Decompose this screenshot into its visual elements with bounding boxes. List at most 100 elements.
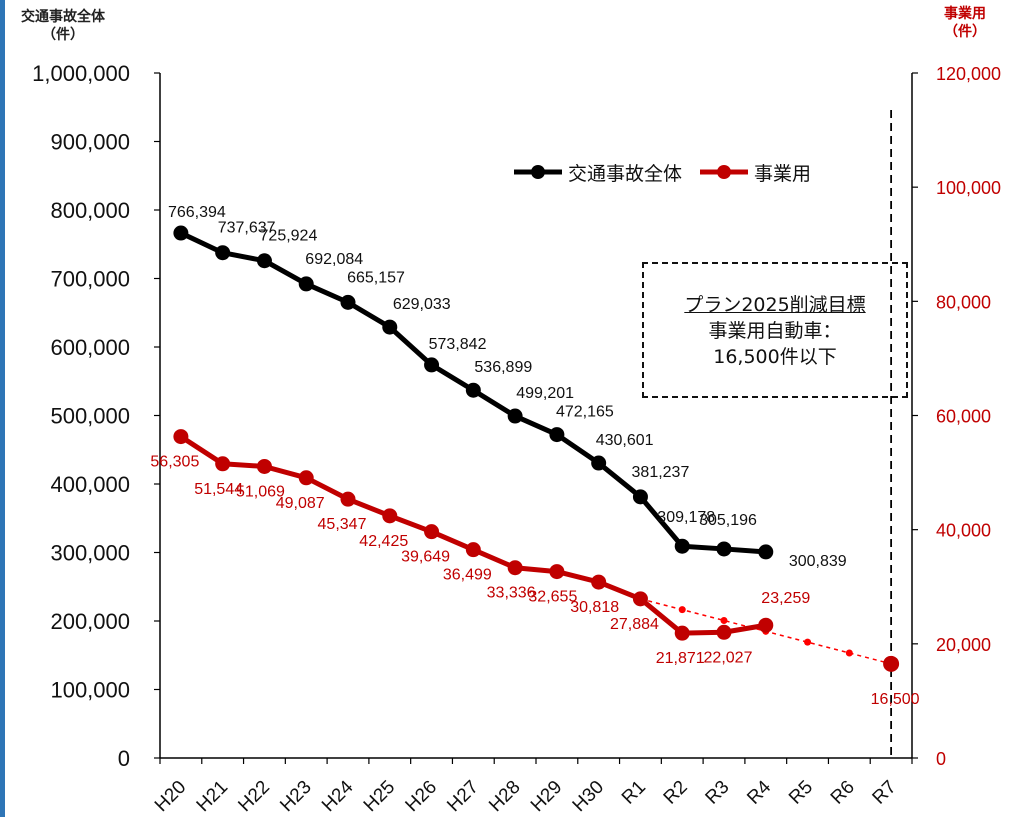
- data-label-commercial: 21,871: [656, 650, 705, 667]
- data-point-total: [716, 541, 732, 557]
- data-point-total: [674, 538, 690, 554]
- data-point-total: [173, 225, 189, 241]
- data-label-commercial: 33,336: [487, 585, 536, 602]
- right-tick-label: 40,000: [936, 521, 991, 541]
- data-point-commercial: [173, 429, 189, 445]
- data-point-commercial: [591, 574, 607, 590]
- left-tick-label: 0: [118, 746, 130, 771]
- data-label-total: 766,394: [168, 204, 226, 221]
- data-point-total: [591, 455, 607, 471]
- data-point-total: [465, 382, 481, 398]
- data-label-commercial: 22,027: [704, 649, 753, 666]
- left-tick-label: 600,000: [50, 335, 130, 360]
- data-point-commercial: [215, 456, 231, 472]
- data-point-commercial: [340, 491, 356, 507]
- data-label-commercial: 45,347: [318, 516, 367, 533]
- data-label-total: 381,237: [632, 464, 690, 481]
- target-subject: 事業用自動車：: [708, 320, 842, 342]
- x-tick-label: H21: [193, 777, 232, 816]
- data-label-commercial: 42,425: [359, 533, 408, 550]
- data-label-total: 629,033: [393, 296, 451, 313]
- x-tick-label: H22: [234, 777, 273, 816]
- data-point-total: [340, 294, 356, 310]
- target-value: 16,500件以下: [713, 346, 837, 368]
- x-tick-label: H20: [151, 777, 190, 816]
- data-point-commercial: [465, 542, 481, 558]
- data-label-total: 499,201: [516, 385, 574, 402]
- data-label-total: 692,084: [305, 251, 363, 268]
- left-tick-label: 900,000: [50, 130, 130, 155]
- data-label-commercial: 36,499: [443, 567, 492, 584]
- data-point-total: [256, 253, 272, 269]
- x-tick-label: R4: [743, 776, 775, 808]
- left-tick-label: 1,000,000: [32, 61, 130, 86]
- right-tick-label: 100,000: [936, 178, 1001, 198]
- data-point-total: [298, 276, 314, 292]
- data-point-total: [632, 489, 648, 505]
- data-label-total: 472,165: [556, 404, 614, 421]
- data-label-total: 309,178: [657, 509, 715, 526]
- data-label-total: 430,601: [596, 432, 654, 449]
- right-tick-label: 60,000: [936, 407, 991, 427]
- trend-point: [804, 638, 812, 646]
- target-title: プラン2025削減目標: [684, 294, 866, 316]
- legend-swatch-black: [514, 165, 562, 179]
- data-point-commercial: [507, 560, 523, 576]
- x-tick-label: H27: [443, 777, 482, 816]
- data-point-total: [424, 357, 440, 373]
- data-label-commercial: 32,655: [528, 589, 577, 606]
- trend-point: [720, 616, 728, 624]
- data-label-total: 300,839: [789, 553, 847, 570]
- x-tick-label: R5: [785, 777, 817, 809]
- data-label-commercial: 51,069: [236, 483, 285, 500]
- target-annotation-box: プラン2025削減目標 事業用自動車： 16,500件以下: [642, 262, 908, 398]
- data-label-commercial: 56,305: [150, 454, 199, 471]
- x-tick-label: H24: [318, 776, 358, 816]
- legend-item-commercial: 事業用: [698, 158, 811, 186]
- data-label-total: 305,196: [699, 512, 757, 529]
- target-data-label: 16,500: [871, 691, 920, 708]
- data-label-total: 573,842: [429, 336, 487, 353]
- x-tick-label: H23: [276, 777, 315, 816]
- data-point-commercial: [674, 625, 690, 641]
- data-point-total: [215, 245, 231, 261]
- data-label-commercial: 30,818: [570, 599, 619, 616]
- data-point-commercial: [549, 564, 565, 580]
- x-tick-label: R3: [702, 777, 734, 809]
- data-label-total: 737,637: [218, 220, 276, 237]
- right-tick-label: 20,000: [936, 635, 991, 655]
- data-point-commercial: [632, 591, 648, 607]
- right-tick-label: 0: [936, 749, 946, 769]
- data-label-commercial: 39,649: [401, 549, 450, 566]
- left-tick-label: 300,000: [50, 541, 130, 566]
- left-axis-title: 交通事故全体 （件）: [8, 8, 118, 44]
- data-label-commercial: 27,884: [610, 616, 659, 633]
- data-point-commercial: [716, 624, 732, 640]
- x-tick-label: R2: [660, 777, 692, 809]
- right-axis-title: 事業用 （件）: [930, 5, 1000, 41]
- x-tick-label: H28: [485, 777, 524, 816]
- data-point-total: [758, 544, 774, 560]
- data-point-commercial: [256, 458, 272, 474]
- x-tick-label: R6: [827, 777, 859, 809]
- data-label-commercial: 51,544: [194, 481, 243, 498]
- right-axis-unit: （件）: [944, 24, 986, 40]
- data-label-total: 665,157: [347, 269, 405, 286]
- left-accent-bar: [0, 0, 5, 817]
- x-tick-label: H26: [402, 777, 441, 816]
- left-tick-label: 700,000: [50, 267, 130, 292]
- x-tick-label: H25: [360, 777, 399, 816]
- left-tick-label: 800,000: [50, 198, 130, 223]
- target-point: [883, 655, 900, 672]
- x-tick-label: H30: [569, 777, 608, 816]
- data-point-total: [382, 319, 398, 335]
- right-tick-label: 80,000: [936, 292, 991, 312]
- left-tick-label: 500,000: [50, 404, 130, 429]
- data-label-total: 536,899: [474, 359, 532, 376]
- legend-swatch-red: [700, 165, 749, 179]
- left-axis-unit: （件）: [42, 27, 84, 43]
- legend-item-total: 交通事故全体: [512, 158, 682, 186]
- legend-label-total: 交通事故全体: [568, 162, 683, 185]
- data-point-total: [507, 408, 523, 424]
